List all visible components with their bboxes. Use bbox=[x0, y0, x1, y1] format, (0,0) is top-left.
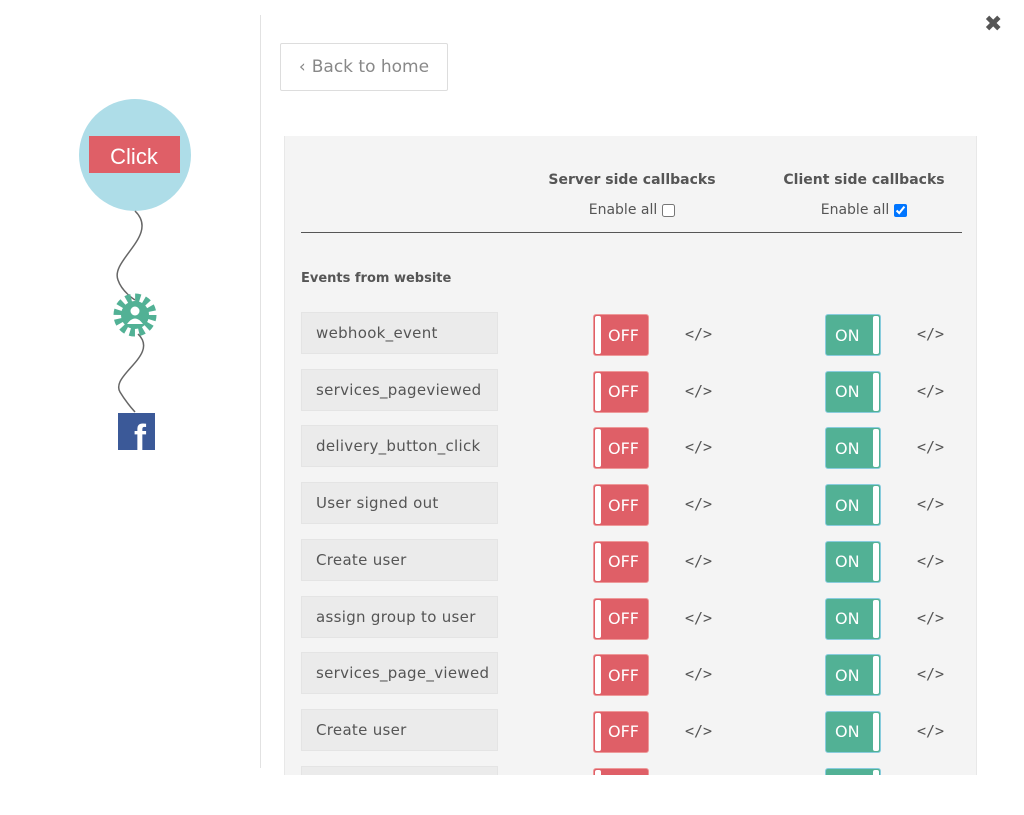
server-callback-toggle[interactable]: OFF bbox=[593, 427, 649, 470]
click-label: Click bbox=[110, 144, 159, 169]
client-callback-toggle[interactable]: ON bbox=[825, 314, 881, 356]
svg-text:f: f bbox=[134, 417, 147, 458]
event-row: assign group to user OFF </> ON </> bbox=[285, 595, 976, 640]
event-name: assign group to user bbox=[301, 595, 498, 638]
server-callback-toggle[interactable]: OFF bbox=[593, 370, 649, 413]
server-enable-all[interactable]: Enable all bbox=[532, 202, 732, 218]
client-enable-all-checkbox[interactable] bbox=[894, 203, 908, 217]
server-code-icon[interactable]: </> bbox=[685, 381, 713, 400]
server-enable-all-checkbox[interactable] bbox=[662, 203, 676, 217]
event-name: Create user bbox=[301, 538, 498, 581]
section-title: Events from website bbox=[301, 271, 452, 286]
event-name: delivery_button_click bbox=[301, 425, 498, 468]
event-row: delivery_button_click OFF </> ON </> bbox=[285, 425, 976, 470]
server-code-icon[interactable]: </> bbox=[685, 665, 713, 684]
connector-line bbox=[116, 210, 143, 301]
event-row: services_page_viewed OFF </> ON </> bbox=[285, 652, 976, 697]
server-callback-toggle[interactable]: OFF bbox=[593, 484, 649, 527]
event-name: Create user bbox=[301, 708, 498, 751]
client-callback-toggle[interactable]: ON bbox=[825, 427, 881, 470]
server-code-icon[interactable]: </> bbox=[685, 495, 713, 514]
client-callback-toggle[interactable]: ON bbox=[825, 540, 881, 583]
server-code-icon[interactable]: </> bbox=[685, 551, 713, 570]
client-code-icon[interactable]: </> bbox=[917, 665, 945, 684]
client-callback-toggle[interactable]: ON bbox=[825, 710, 881, 753]
server-callback-toggle[interactable]: OFF bbox=[593, 767, 649, 775]
click-button bbox=[89, 136, 180, 173]
event-row: Create user OFF </> ON </> bbox=[285, 708, 976, 753]
event-row: services_pageviewed OFF </> ON </> bbox=[285, 368, 976, 413]
server-code-icon[interactable]: </> bbox=[685, 721, 713, 740]
client-code-icon[interactable]: </> bbox=[917, 325, 945, 343]
chevron-left-icon: ‹ bbox=[298, 57, 306, 77]
client-enable-all[interactable]: Enable all bbox=[764, 202, 964, 218]
event-name: webhook_event bbox=[301, 312, 498, 354]
server-code-icon[interactable]: </> bbox=[685, 438, 713, 457]
flow-diagram: Click f bbox=[79, 99, 191, 458]
client-code-icon[interactable]: </> bbox=[917, 495, 945, 514]
event-name: services_page_viewed bbox=[301, 652, 498, 695]
server-callback-toggle[interactable]: OFF bbox=[593, 654, 649, 697]
event-name bbox=[301, 765, 498, 775]
client-callback-toggle[interactable]: ON bbox=[825, 654, 881, 697]
event-row: Create user OFF </> ON </> bbox=[285, 538, 976, 583]
client-callback-toggle[interactable]: ON bbox=[825, 484, 881, 527]
callbacks-panel: Server side callbacks Client side callba… bbox=[284, 136, 977, 775]
client-code-icon[interactable]: </> bbox=[917, 721, 945, 740]
server-side-header: Server side callbacks bbox=[548, 172, 716, 188]
client-code-icon[interactable]: </> bbox=[917, 438, 945, 457]
event-name: services_pageviewed bbox=[301, 368, 498, 411]
server-callback-toggle[interactable]: OFF bbox=[593, 314, 649, 356]
client-code-icon[interactable]: </> bbox=[917, 608, 945, 627]
server-callback-toggle[interactable]: OFF bbox=[593, 540, 649, 583]
client-callback-toggle[interactable]: ON bbox=[825, 370, 881, 413]
gear-user-icon bbox=[113, 293, 157, 337]
client-callback-toggle[interactable]: ON bbox=[825, 597, 881, 640]
client-side-header: Client side callbacks bbox=[783, 172, 945, 188]
event-row: User signed out OFF </> ON </> bbox=[285, 482, 976, 527]
header-divider bbox=[301, 232, 962, 233]
server-code-icon[interactable]: </> bbox=[685, 325, 713, 343]
client-code-icon[interactable]: </> bbox=[917, 551, 945, 570]
divider bbox=[260, 15, 261, 768]
server-callback-toggle[interactable]: OFF bbox=[593, 710, 649, 753]
client-callback-toggle[interactable]: ON bbox=[825, 767, 881, 775]
close-icon[interactable]: ✖ bbox=[984, 12, 1003, 37]
connector-line bbox=[117, 333, 145, 413]
server-code-icon[interactable]: </> bbox=[685, 608, 713, 627]
event-row: OFF </> ON </> bbox=[285, 765, 976, 775]
event-row: webhook_event OFF </> ON </> bbox=[285, 312, 976, 356]
back-to-home-button[interactable]: ‹ Back to home bbox=[280, 43, 448, 91]
server-callback-toggle[interactable]: OFF bbox=[593, 597, 649, 640]
event-name: User signed out bbox=[301, 482, 498, 525]
client-code-icon[interactable]: </> bbox=[917, 381, 945, 400]
facebook-icon: f bbox=[118, 413, 155, 458]
